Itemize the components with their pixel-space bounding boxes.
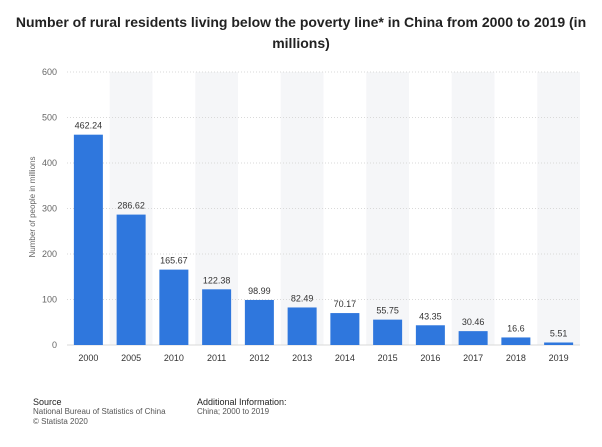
source-block: Source National Bureau of Statistics of … [33,397,166,427]
data-label: 55.75 [376,306,399,316]
x-tick-label: 2019 [549,353,569,363]
copyright-line: © Statista 2020 [33,417,88,426]
x-tick-label: 2017 [463,353,483,363]
x-tick-label: 2016 [420,353,440,363]
chart-title: Number of rural residents living below t… [15,14,587,51]
x-tick-label: 2011 [207,353,226,363]
bar [73,134,103,345]
x-tick-label: 2005 [121,353,141,363]
bar [202,289,232,345]
bar [330,313,360,345]
y-tick-label: 200 [42,249,57,259]
data-label: 122.38 [203,275,231,285]
y-tick-label: 100 [42,295,57,305]
column-band [280,72,324,345]
x-tick-label: 2015 [378,353,398,363]
x-tick-label: 2013 [292,353,312,363]
column-band [537,72,580,345]
data-label: 16.6 [507,323,525,333]
x-tick-label: 2010 [164,353,184,363]
data-label: 5.51 [550,328,568,338]
additional-info-heading: Additional Information: [197,397,287,407]
y-tick-label: 0 [52,340,57,350]
bar [116,214,146,345]
x-axis-ticks: 2000 2005 2010 2011 2012 2013 2014 2015 2016 2017… [78,353,568,363]
bars [73,134,574,345]
column-band [366,72,409,345]
x-tick-label: 2018 [506,353,526,363]
source-heading: Source [33,397,62,407]
y-tick-label: 600 [42,67,57,77]
x-tick-label: 2000 [78,353,98,363]
x-tick-label: 2014 [335,353,355,363]
y-axis-label: Number of people in millions [28,157,37,258]
bar [501,337,531,345]
x-tick-label: 2012 [249,353,269,363]
column-bands [109,72,580,345]
data-label: 30.46 [462,317,485,327]
bar [458,331,488,345]
data-label: 462.24 [75,121,103,131]
data-label: 70.17 [334,299,357,309]
y-tick-label: 300 [42,204,57,214]
data-label: 43.35 [419,311,442,321]
gridlines [67,71,580,346]
data-label: 165.67 [160,256,188,266]
y-axis-ticks: 0 100 200 300 400 500 600 [42,67,57,350]
bar [544,342,574,345]
bar [415,325,445,345]
y-tick-label: 500 [42,113,57,123]
bar [159,269,189,345]
data-labels: 462.24 286.62 165.67 122.38 98.99 82.49 70.17 5… [75,121,568,339]
data-label: 286.62 [117,201,145,211]
bar [244,299,274,345]
bar [287,307,317,345]
additional-info-block: Additional Information: China; 2000 to 2… [197,397,287,417]
bar [373,319,403,345]
source-line: National Bureau of Statistics of China [33,407,166,416]
column-band [451,72,495,345]
data-label: 82.49 [291,293,314,303]
y-tick-label: 400 [42,158,57,168]
additional-info-line: China; 2000 to 2019 [197,407,270,416]
data-label: 98.99 [248,286,271,296]
